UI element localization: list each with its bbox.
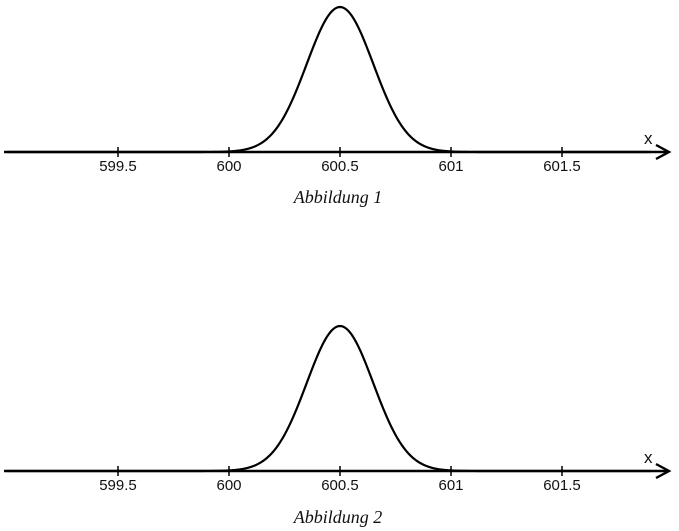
x-tick-label: 599.5	[99, 477, 137, 494]
x-axis-arrow	[655, 143, 672, 161]
x-tick-label: 601	[438, 158, 463, 175]
x-tick-label: 600	[216, 158, 241, 175]
x-axis-label: x	[644, 448, 653, 467]
figure-caption: Abbildung 1	[293, 187, 383, 207]
chart-panel-2: x 599.5 600 600.5 601 601.5 Abbildung 2	[4, 324, 672, 527]
x-axis-arrow	[655, 462, 672, 480]
figure-caption: Abbildung 2	[293, 507, 383, 527]
x-tick-label: 601.5	[543, 158, 581, 175]
x-tick-label: 601	[438, 477, 463, 494]
chart-panel-1: x 599.5 600 600.5 601 601.5 Abbildung 1	[4, 5, 672, 207]
x-axis-label: x	[644, 129, 653, 148]
x-axis-ticks: 599.5 600 600.5 601 601.5	[99, 147, 581, 175]
density-curve	[7, 324, 651, 473]
x-tick-label: 599.5	[99, 158, 137, 175]
x-axis-ticks: 599.5 600 600.5 601 601.5	[99, 466, 581, 494]
x-tick-label: 600.5	[321, 477, 359, 494]
x-tick-label: 601.5	[543, 477, 581, 494]
density-curve	[7, 5, 651, 154]
x-tick-label: 600.5	[321, 158, 359, 175]
x-tick-label: 600	[216, 477, 241, 494]
